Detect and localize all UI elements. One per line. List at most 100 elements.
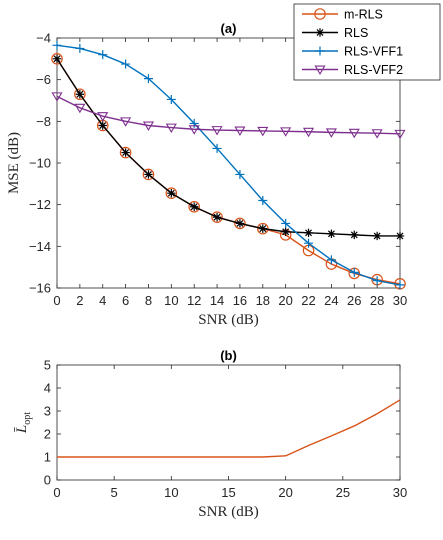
data-point (394, 129, 406, 140)
x-axis-label: SNR (dB) (198, 504, 258, 520)
y-tick-label: 1 (44, 450, 51, 465)
x-tick-label: 18 (256, 293, 270, 308)
series-rls-vff2 (51, 92, 406, 140)
data-point (120, 117, 132, 127)
x-tick-label: 25 (336, 485, 350, 500)
x-tick-label: 5 (111, 485, 118, 500)
y-tick-label: −8 (36, 114, 51, 129)
legend-marker (314, 65, 326, 75)
series-line (56, 58, 400, 237)
data-point (257, 126, 269, 137)
legend-item: RLS-VFF2 (302, 63, 403, 77)
x-tick-label: 30 (393, 293, 407, 308)
data-point (212, 212, 222, 222)
x-tick-label: 22 (301, 293, 315, 308)
legend-label: m-RLS (344, 8, 383, 22)
x-tick-label: 10 (164, 485, 178, 500)
data-point (234, 126, 246, 136)
data-point (325, 128, 337, 138)
y-tick-label: 5 (44, 358, 51, 373)
data-point (395, 231, 405, 241)
data-point (52, 40, 62, 50)
data-point (165, 123, 177, 134)
chart-title: (a) (221, 21, 237, 36)
y-tick-label: −12 (29, 197, 51, 212)
legend-label: RLS-VFF2 (344, 63, 403, 77)
legend-marker (315, 28, 325, 37)
plot-b: 0 5 10 15 20 25 30 0 1 2 3 4 5 (b) SNR (dB) L̄opt (14, 348, 407, 520)
data-point (281, 227, 290, 236)
y-tick-label: −16 (29, 281, 51, 296)
legend-box (293, 3, 441, 81)
legend-item: RLS (302, 26, 368, 40)
data-point (348, 128, 360, 139)
data-point (52, 54, 62, 64)
data-point (97, 112, 109, 122)
x-tick-label: 28 (370, 293, 384, 308)
data-point (211, 126, 223, 136)
x-tick-label: 16 (233, 293, 247, 308)
series-line (57, 399, 401, 458)
y-tick-label: −4 (36, 31, 51, 46)
data-point (371, 129, 383, 139)
legend-label: RLS-VFF1 (344, 45, 403, 59)
data-point (74, 88, 86, 101)
data-point (234, 217, 246, 230)
data-point (167, 189, 176, 198)
x-tick-label: 15 (221, 485, 235, 500)
data-point (235, 169, 245, 179)
data-point (75, 90, 85, 99)
legend: m-RLS RLS RLS-VFF1 RLS-VFF2 (293, 3, 441, 81)
data-point (121, 59, 131, 69)
x-tick-label: 14 (210, 293, 224, 308)
y-tick-label: 0 (44, 473, 51, 488)
data-point (258, 224, 267, 233)
data-point (372, 231, 382, 241)
data-point (142, 168, 155, 181)
data-point (256, 222, 269, 235)
x-tick-label: 24 (324, 293, 338, 308)
x-axis-label: SNR (dB) (198, 312, 258, 328)
data-point (372, 276, 382, 286)
data-point (98, 121, 107, 130)
data-point (280, 127, 292, 137)
data-point (188, 125, 200, 135)
y-axis-label: MSE (dB) (6, 132, 22, 194)
data-point (74, 103, 86, 114)
x-tick-label: 26 (347, 293, 361, 308)
data-point (188, 200, 200, 213)
data-point (121, 148, 130, 157)
legend-label: RLS (344, 26, 368, 40)
data-point (212, 143, 222, 153)
data-point (327, 229, 336, 239)
data-point (258, 196, 268, 205)
y-tick-label: 4 (44, 381, 51, 396)
y-tick-label: 2 (44, 427, 51, 442)
x-tick-label: 8 (145, 293, 152, 308)
data-point (51, 92, 63, 102)
series-rls (52, 54, 405, 241)
y-tick-label: −14 (29, 239, 51, 254)
data-point (349, 267, 359, 277)
data-point (211, 211, 223, 223)
data-point (395, 280, 405, 290)
data-point (144, 170, 153, 179)
y-tick-label: 3 (44, 404, 51, 419)
data-point (51, 53, 63, 65)
data-point (326, 255, 336, 265)
data-point (142, 121, 155, 131)
data-point (165, 187, 178, 200)
chart-title: (b) (220, 348, 237, 363)
data-point (166, 94, 176, 104)
data-point (119, 146, 132, 159)
x-tick-label: 2 (76, 293, 83, 308)
data-point (98, 50, 108, 60)
legend-marker (314, 8, 326, 20)
x-tick-label: 30 (393, 485, 407, 500)
series-line (56, 44, 401, 286)
axes-box (56, 364, 401, 481)
data-point (304, 238, 314, 248)
x-tick-label: 0 (53, 293, 60, 308)
y-tick-label: −10 (29, 156, 51, 171)
